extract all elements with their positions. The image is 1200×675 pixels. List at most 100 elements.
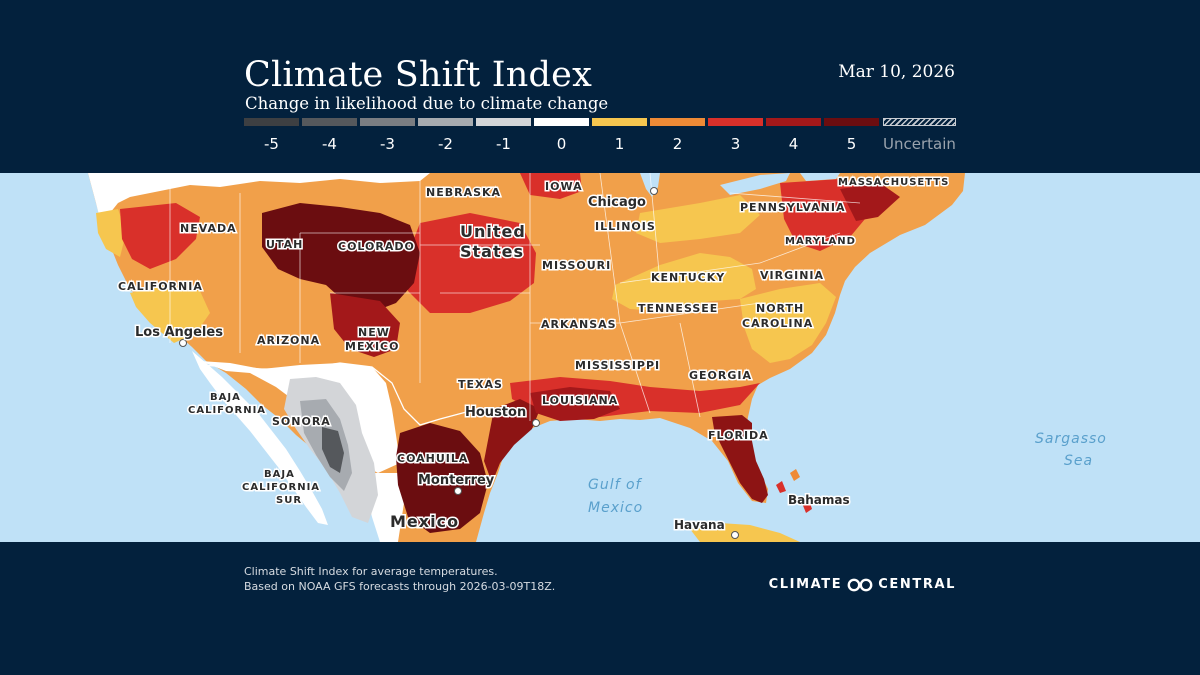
climate-shift-map: NEBRASKA IOWA Chicago MASSACHUSETTS NEVA…	[0, 173, 1200, 542]
legend-item-0: 0	[534, 118, 589, 158]
label-mexico: Mexico	[390, 512, 459, 531]
legend-swatch-2	[650, 118, 705, 126]
country-border	[199, 362, 495, 426]
land-cuba	[690, 523, 800, 542]
label-virginia: VIRGINIA	[760, 269, 824, 282]
label-louisiana: LOUISIANA	[542, 394, 618, 407]
label-baja-california-2: CALIFORNIA	[188, 405, 266, 416]
region-yellow-ne	[636, 195, 760, 243]
legend-swatch-neg5	[244, 118, 299, 126]
label-sargasso-2: Sea	[1064, 453, 1093, 469]
region-darkred-texas-coast	[484, 399, 540, 483]
legend-label-1: 1	[614, 135, 625, 153]
lake-ontario	[800, 173, 840, 181]
label-iowa: IOWA	[545, 180, 583, 193]
region-darkred-utah-colorado	[262, 203, 420, 313]
label-arizona: ARIZONA	[257, 334, 320, 347]
region-darkred-newmexico	[330, 293, 400, 357]
label-tennessee: TENNESSEE	[638, 302, 718, 315]
lake-erie	[720, 173, 790, 195]
legend-swatch-0	[534, 118, 589, 126]
legend-swatch-5	[824, 118, 879, 126]
label-los-angeles: Los Angeles	[135, 325, 223, 340]
label-texas: TEXAS	[458, 378, 503, 391]
label-bahamas: Bahamas	[788, 493, 850, 507]
label-sargasso-1: Sargasso	[1035, 431, 1107, 447]
label-arkansas: ARKANSAS	[541, 318, 617, 331]
region-yellow-kentucky	[612, 253, 756, 311]
brand-text-right: CENTRAL	[878, 577, 956, 592]
label-united-states-2: States	[460, 242, 524, 261]
legend-label-uncertain: Uncertain	[883, 135, 956, 153]
legend-item-neg4: -4	[302, 118, 357, 158]
legend-item-4: 4	[766, 118, 821, 158]
label-houston: Houston	[465, 405, 526, 420]
label-sonora: SONORA	[272, 415, 331, 428]
city-dot-chicago	[650, 187, 658, 195]
label-united-states-1: United	[460, 222, 526, 241]
region-red-plains	[406, 213, 536, 313]
label-nebraska: NEBRASKA	[426, 186, 501, 199]
legend-item-1: 1	[592, 118, 647, 158]
legend-item-2: 2	[650, 118, 705, 158]
legend-swatch-neg2	[418, 118, 473, 126]
legend-item-5: 5	[824, 118, 879, 158]
legend-swatch-uncertain	[883, 118, 956, 126]
land-florida	[712, 415, 768, 503]
city-dot-houston	[532, 419, 540, 427]
city-dot-los-angeles	[179, 339, 187, 347]
footer-note: Climate Shift Index for average temperat…	[244, 564, 555, 594]
legend-label-4: 4	[788, 135, 799, 153]
legend-swatch-neg1	[476, 118, 531, 126]
legend-item-3: 3	[708, 118, 763, 158]
region-neutral-north	[88, 173, 430, 219]
label-coahuila: COAHUILA	[397, 452, 468, 465]
label-havana: Havana	[674, 518, 725, 532]
legend-item-neg1: -1	[476, 118, 531, 158]
label-baja-california-1: BAJA	[210, 392, 241, 403]
label-new-mexico-1: NEW	[358, 326, 390, 339]
legend-swatch-3	[708, 118, 763, 126]
legend-label-neg2: -2	[438, 135, 453, 153]
city-dot-havana	[731, 531, 739, 539]
label-new-mexico-2: MEXICO	[345, 340, 399, 353]
label-utah: UTAH	[266, 238, 303, 251]
label-florida: FLORIDA	[708, 429, 769, 442]
legend-label-3: 3	[730, 135, 741, 153]
legend-label-5: 5	[846, 135, 857, 153]
label-california: CALIFORNIA	[118, 280, 203, 293]
label-gulf-1: Gulf of	[588, 477, 643, 493]
label-gulf-2: Mexico	[588, 500, 643, 516]
land-bahamas-2	[802, 497, 812, 513]
label-kentucky: KENTUCKY	[651, 271, 725, 284]
date-label: Mar 10, 2026	[838, 62, 955, 82]
label-chicago: Chicago	[588, 195, 646, 210]
region-grey-dark	[322, 427, 344, 473]
land-bahamas-1	[790, 469, 800, 481]
region-yellow-carolina	[740, 283, 836, 363]
page-title: Climate Shift Index	[244, 55, 593, 95]
city-dot-monterrey	[454, 487, 462, 495]
infinity-logo-icon	[847, 578, 873, 591]
legend: -5 -4 -3 -2 -1 0 1 2	[244, 118, 956, 158]
legend-label-neg3: -3	[380, 135, 395, 153]
label-north-carolina-2: CAROLINA	[742, 317, 813, 330]
label-missouri: MISSOURI	[542, 259, 611, 272]
legend-swatch-4	[766, 118, 821, 126]
label-mississippi: MISSISSIPPI	[575, 359, 660, 372]
legend-swatch-neg3	[360, 118, 415, 126]
label-north-carolina-1: NORTH	[756, 302, 804, 315]
label-georgia: GEORGIA	[689, 369, 752, 382]
footer-line-2: Based on NOAA GFS forecasts through 2026…	[244, 580, 556, 593]
label-colorado: COLORADO	[338, 240, 415, 253]
label-illinois: ILLINOIS	[595, 220, 656, 233]
label-monterrey: Monterrey	[418, 473, 495, 488]
land-bahamas-3	[776, 481, 786, 493]
legend-label-neg5: -5	[264, 135, 279, 153]
region-darkred-louisiana	[530, 387, 620, 421]
label-nevada: NEVADA	[180, 222, 237, 235]
region-yellow-ca	[96, 209, 126, 257]
label-baja-sur-3: SUR	[276, 495, 302, 506]
page-subtitle: Change in likelihood due to climate chan…	[245, 94, 609, 113]
